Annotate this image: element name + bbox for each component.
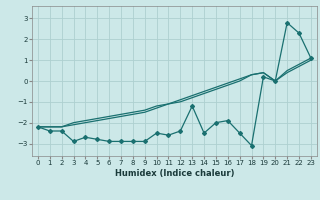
X-axis label: Humidex (Indice chaleur): Humidex (Indice chaleur) (115, 169, 234, 178)
